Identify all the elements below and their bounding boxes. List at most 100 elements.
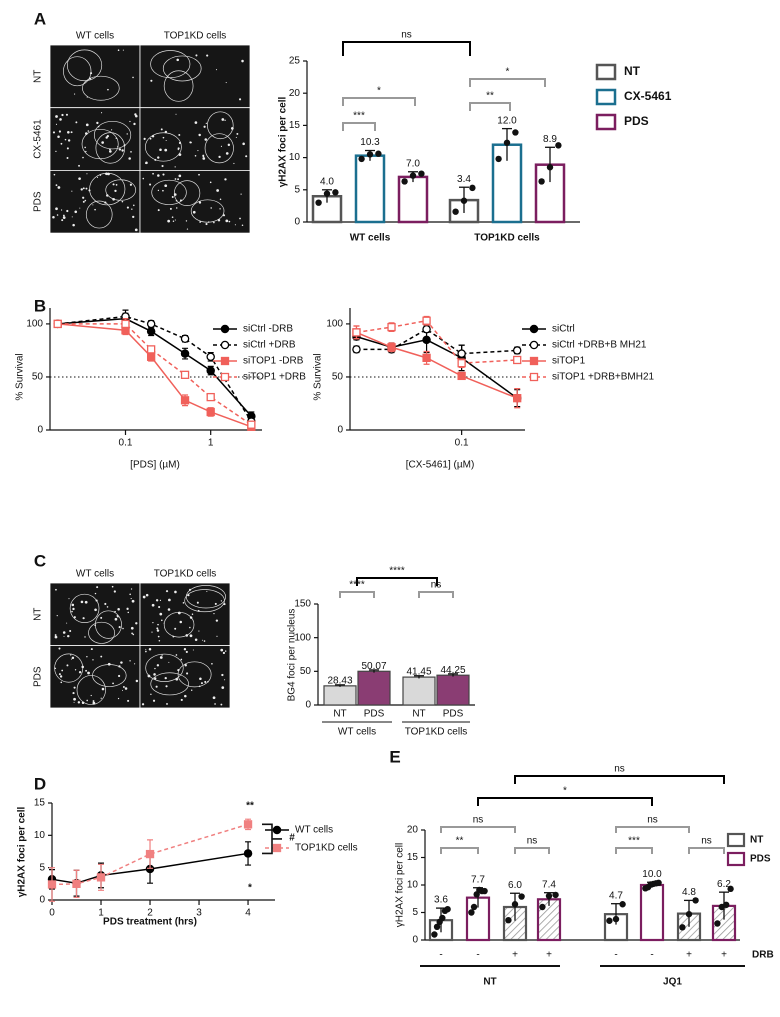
focus [118,665,121,668]
focus [187,594,190,597]
y-tick-label: 10 [407,880,419,891]
focus [88,189,91,192]
focus [65,113,68,116]
focus [174,219,176,221]
focus [100,697,102,699]
significance-bracket [469,78,546,87]
focus [86,656,88,658]
nucleus-outline [85,200,113,229]
marker [121,319,130,329]
focus [133,204,135,207]
focus [213,613,215,615]
focus [84,132,88,135]
focus [71,216,73,218]
marker [457,349,466,358]
nucleus-outline [93,120,132,150]
focus [104,602,107,606]
focus [52,131,56,134]
focus [58,130,61,133]
row-label: NT [33,608,44,621]
y-tick-label: 150 [294,599,311,610]
row-label: PDS [33,191,44,212]
nucleus-outline [163,70,194,102]
x-tick-label: PDS [443,709,464,720]
x-tick-label: 0.1 [455,438,469,449]
focus [95,599,98,602]
focus [94,208,96,211]
focus [241,224,244,226]
focus [84,199,87,202]
focus [179,620,183,624]
focus [80,188,83,191]
nucleus-outline [63,56,92,87]
focus [230,126,234,130]
data-point [685,910,693,918]
x-tick-label: 1 [98,908,104,919]
focus [162,136,165,139]
focus [59,675,63,678]
marker [146,319,156,329]
focus [199,221,202,223]
focus [68,598,70,600]
focus [74,669,77,671]
focus [112,183,115,186]
focus [130,626,134,630]
marker [422,324,431,334]
focus [164,184,168,188]
y-tick-label: 100 [326,319,343,330]
focus [99,174,102,176]
legend-swatch [726,832,746,848]
focus [239,217,241,220]
focus [214,703,216,705]
focus [171,216,174,218]
focus [131,632,134,635]
marker [180,349,190,358]
value-label: 8.9 [543,134,557,145]
value-label: 7.0 [406,158,420,169]
focus [157,174,160,177]
focus [96,121,99,125]
marker [387,343,396,352]
focus [118,626,121,629]
nucleus-outline [88,621,115,644]
legend-label: siCtrl [552,324,575,335]
y-tick-label: 20 [289,88,301,99]
focus [97,125,100,128]
focus [130,588,133,590]
focus [70,658,72,660]
focus [174,166,176,168]
y-tick-label: 0 [294,217,300,228]
focus [106,194,109,197]
y-tick-label: 50 [332,372,344,383]
focus [196,601,199,604]
group-label: TOP1KD cells [405,727,468,738]
focus [92,701,96,705]
panel-label: B [34,296,46,315]
focus [73,701,75,703]
focus [105,172,108,176]
focus [118,674,121,678]
focus [85,123,89,127]
focus [233,162,235,165]
focus [57,135,60,139]
x-tick-label: TOP1KD cells [474,233,540,244]
marker [180,370,190,379]
focus [173,193,177,196]
marker [247,420,256,429]
focus [108,150,112,153]
panel-label: A [34,9,46,28]
data-point [470,903,478,911]
focus [55,184,58,187]
focus [71,656,75,660]
significance-label: ns [647,815,658,826]
focus [159,612,163,616]
focus [194,638,198,641]
micrograph-tile [139,169,251,234]
data-point [460,197,468,204]
significance-bracket [418,591,454,598]
focus [130,597,132,600]
focus [145,593,149,597]
micrograph-tile [139,645,231,709]
focus [84,636,86,638]
focus [198,630,200,632]
